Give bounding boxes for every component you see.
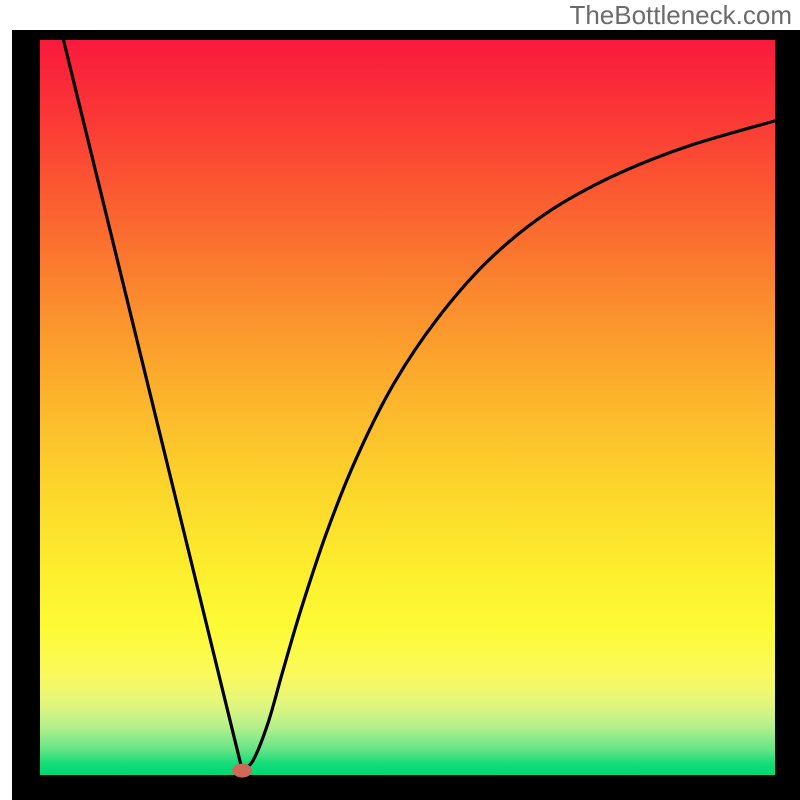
- chart-svg: [0, 0, 800, 800]
- optimal-point-marker: [232, 764, 252, 778]
- bottleneck-chart: { "meta": { "watermark": "TheBottleneck.…: [0, 0, 800, 800]
- chart-background: [40, 40, 775, 775]
